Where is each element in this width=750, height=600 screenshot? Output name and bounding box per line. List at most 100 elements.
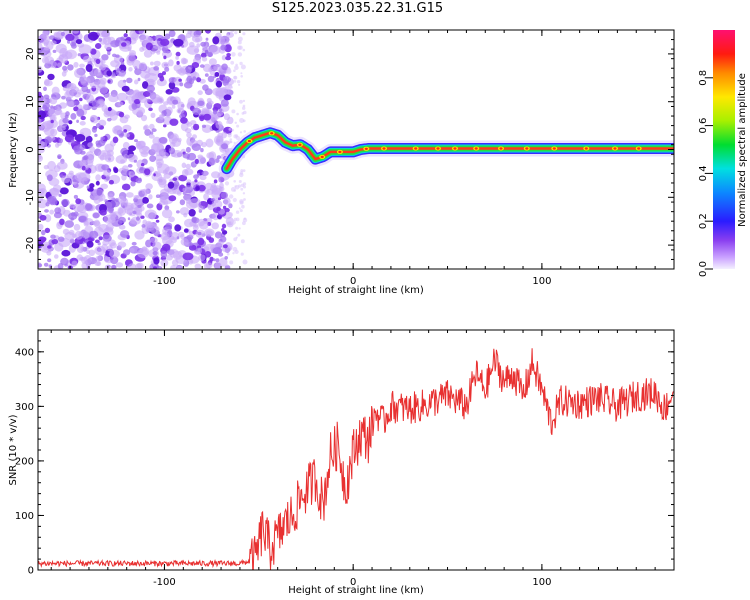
noise-speckle xyxy=(226,252,230,256)
noise-blob xyxy=(89,115,99,124)
colorbar-tick-label: 0.2 xyxy=(698,213,709,229)
noise-blob xyxy=(214,72,220,77)
noise-blob xyxy=(107,51,111,56)
noise-blob xyxy=(126,54,136,64)
noise-speckle xyxy=(228,127,232,131)
noise-blob xyxy=(221,131,227,139)
noise-blob xyxy=(152,266,158,269)
noise-blob xyxy=(43,262,49,267)
noise-blob xyxy=(127,164,133,168)
noise-blob xyxy=(179,207,190,216)
noise-blob xyxy=(222,205,227,210)
noise-blob xyxy=(186,179,192,184)
noise-blob xyxy=(160,250,168,258)
noise-blob xyxy=(203,193,210,201)
noise-blob xyxy=(155,194,161,198)
noise-speckle xyxy=(234,31,238,35)
noise-blob xyxy=(180,238,189,246)
noise-blob xyxy=(198,205,204,212)
noise-blob xyxy=(118,224,126,230)
noise-blob xyxy=(121,42,127,47)
noise-blob xyxy=(133,89,141,98)
noise-speckle xyxy=(240,252,244,256)
noise-blob xyxy=(158,136,168,144)
noise-blob xyxy=(182,153,191,159)
noise-blob xyxy=(135,263,143,269)
noise-blob xyxy=(222,79,229,87)
ridge-hotspot-core xyxy=(320,155,324,159)
noise-blob xyxy=(89,81,99,89)
noise-blob xyxy=(38,198,48,209)
noise-speckle xyxy=(242,104,246,108)
snr-series xyxy=(38,348,674,570)
noise-blob xyxy=(38,96,47,106)
ridge-hotspot-core xyxy=(499,147,503,150)
noise-blob xyxy=(89,230,99,239)
chart-title: S125.2023.035.22.31.G15 xyxy=(271,1,444,16)
noise-blob xyxy=(160,38,170,47)
noise-blob xyxy=(78,215,87,223)
noise-blob xyxy=(57,236,65,242)
noise-speckle xyxy=(239,61,243,66)
noise-blob xyxy=(150,143,160,153)
noise-blob xyxy=(187,97,196,107)
noise-blob xyxy=(171,237,177,244)
noise-blob xyxy=(38,263,43,268)
noise-blob xyxy=(92,188,104,198)
noise-blob xyxy=(107,106,112,112)
y-tick-label: 0 xyxy=(28,566,34,577)
noise-blob xyxy=(215,80,223,88)
noise-blob xyxy=(111,72,116,77)
noise-blob xyxy=(110,40,120,48)
noise-blob xyxy=(207,75,215,83)
noise-blob xyxy=(136,143,143,150)
noise-speckle xyxy=(237,233,241,237)
noise-blob xyxy=(212,247,223,255)
noise-blob xyxy=(105,223,114,231)
noise-blob xyxy=(171,104,176,109)
noise-blob xyxy=(153,60,161,67)
noise-blob xyxy=(211,171,221,179)
noise-blob xyxy=(61,249,71,257)
noise-blob xyxy=(168,216,175,223)
noise-blob xyxy=(128,145,137,152)
noise-blob xyxy=(136,216,140,221)
noise-blob xyxy=(45,202,50,207)
noise-speckle xyxy=(240,75,243,78)
colorbar-tick-label: 0.0 xyxy=(698,261,709,277)
noise-blob xyxy=(94,260,101,266)
noise-blob xyxy=(72,30,80,34)
noise-speckle xyxy=(231,128,234,132)
noise-blob xyxy=(86,185,90,189)
noise-blob xyxy=(194,179,198,183)
noise-blob xyxy=(203,170,209,176)
noise-blob xyxy=(122,141,130,150)
noise-speckle xyxy=(239,118,245,123)
noise-blob xyxy=(99,77,107,85)
noise-blob xyxy=(60,31,65,37)
noise-blob xyxy=(85,135,93,143)
noise-blob xyxy=(172,99,179,105)
noise-speckle xyxy=(230,219,236,225)
noise-speckle xyxy=(234,121,237,125)
noise-blob xyxy=(145,183,153,190)
noise-blob xyxy=(95,239,100,244)
noise-blob xyxy=(208,157,215,166)
noise-blob xyxy=(38,183,46,194)
noise-blob xyxy=(47,245,52,249)
noise-blob xyxy=(173,38,184,47)
noise-blob xyxy=(124,114,130,119)
noise-blob xyxy=(212,36,220,45)
noise-blob xyxy=(185,163,191,170)
noise-blob xyxy=(225,55,232,61)
noise-blob xyxy=(128,67,133,72)
colorbar-tick-label: 0.6 xyxy=(698,118,709,134)
noise-speckle xyxy=(233,79,237,83)
y-tick-label: 0 xyxy=(25,146,36,152)
spectrogram-ridge xyxy=(218,124,674,177)
noise-speckle xyxy=(243,185,246,189)
noise-blob xyxy=(92,212,100,219)
noise-blob xyxy=(168,81,176,90)
noise-blob xyxy=(50,105,54,109)
noise-blob xyxy=(38,110,46,120)
